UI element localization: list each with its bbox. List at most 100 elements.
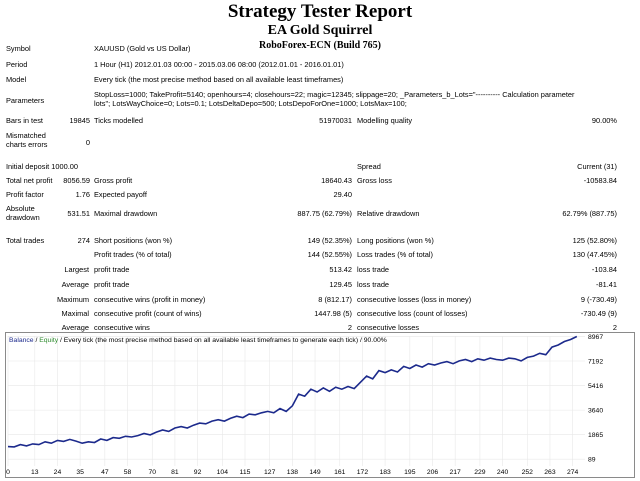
x-tick-label: 217: [450, 469, 462, 476]
x-tick-label: 195: [404, 469, 416, 476]
average-profit-value: 129.45: [329, 280, 352, 289]
x-tick-label: 161: [334, 469, 346, 476]
y-axis-ticks: 89 1865 3640 5416 7192 8967: [588, 334, 603, 464]
absolute-drawdown-label-1: Absolute: [6, 204, 35, 213]
initial-deposit-value: 1000.00: [51, 162, 78, 171]
x-tick-label: 183: [379, 469, 391, 476]
y-tick-label: 89: [588, 457, 596, 464]
period-value: 1 Hour (H1) 2012.01.03 00:00 - 2015.03.0…: [94, 60, 344, 69]
legend-separator: /: [34, 337, 40, 344]
x-tick-label: 92: [194, 469, 202, 476]
x-tick-label: 263: [544, 469, 556, 476]
x-tick-label: 115: [240, 469, 251, 476]
spread-label: Spread: [357, 162, 381, 171]
balance-chart: 0 13 24 35 47 58 70 81 92 104 115 127 138 149 161 172 18…: [5, 332, 635, 478]
symbol-value: XAUUSD (Gold vs US Dollar): [94, 44, 191, 53]
report-header: Strategy Tester Report EA Gold Squirrel …: [0, 1, 640, 52]
y-tick-label: 8967: [588, 334, 603, 341]
absolute-drawdown-label-2: drawdown: [6, 213, 40, 222]
chart-legend: Balance / Equity / Every tick (the most …: [9, 337, 387, 344]
x-tick-label: 138: [287, 469, 299, 476]
x-tick-label: 206: [427, 469, 439, 476]
short-positions-value: 149 (52.35%): [307, 236, 352, 245]
expert-name: EA Gold Squirrel: [267, 23, 373, 38]
x-tick-label: 172: [357, 469, 369, 476]
relative-drawdown-value: 62.79% (887.75): [562, 209, 617, 218]
largest-loss-value: -103.84: [591, 265, 617, 274]
legend-description: / Every tick (the most precise method ba…: [58, 337, 387, 344]
profit-factor-value: 1.76: [75, 190, 90, 199]
y-tick-label: 7192: [588, 359, 603, 366]
maximal-consec-loss-label: consecutive loss (count of losses): [357, 309, 468, 318]
total-trades-label: Total trades: [6, 236, 45, 245]
long-positions-label: Long positions (won %): [357, 236, 434, 245]
x-tick-label: 104: [217, 469, 229, 476]
period-label: Period: [6, 60, 28, 69]
x-tick-label: 240: [497, 469, 509, 476]
bars-in-test-value: 19845: [69, 116, 90, 125]
maximal-drawdown-label: Maximal drawdown: [94, 209, 158, 218]
legend-balance: Balance: [9, 337, 34, 344]
y-tick-label: 3640: [588, 408, 603, 415]
x-tick-label: 81: [171, 469, 179, 476]
spread-value: Current (31): [577, 162, 617, 171]
maximal-consec-profit-label: consecutive profit (count of wins): [94, 309, 202, 318]
mismatched-value: 0: [85, 138, 90, 147]
long-positions-value: 125 (52.80%): [572, 236, 617, 245]
average-loss-label: loss trade: [357, 280, 390, 289]
symbol-label: Symbol: [6, 44, 31, 53]
initial-deposit-label: Initial deposit: [6, 162, 50, 171]
x-tick-label: 47: [101, 469, 109, 476]
avg-consec-losses-value: 2: [612, 323, 617, 332]
average2-label: Average: [61, 323, 89, 332]
relative-drawdown-label: Relative drawdown: [357, 209, 420, 218]
x-tick-label: 252: [522, 469, 534, 476]
average-profit-label: profit trade: [94, 280, 130, 289]
max-consec-losses-value: 9 (-730.49): [580, 295, 617, 304]
balance-line: [7, 335, 578, 448]
model-value: Every tick (the most precise method base…: [94, 75, 344, 84]
total-net-profit-value: 8056.59: [63, 176, 90, 185]
bars-in-test-label: Bars in test: [6, 116, 43, 125]
parameters-label: Parameters: [6, 96, 45, 105]
model-label: Model: [6, 75, 27, 84]
maximal-drawdown-value: 887.75 (62.79%): [297, 209, 352, 218]
legend-equity: Equity: [39, 337, 58, 344]
profit-trades-label: Profit trades (% of total): [94, 250, 172, 259]
parameters-line-1: StopLoss=1000; TakeProfit=5140; openhour…: [94, 90, 575, 99]
max-consec-losses-label: consecutive losses (loss in money): [357, 295, 472, 304]
modelling-quality-value: 90.00%: [591, 116, 617, 125]
largest-loss-label: loss trade: [357, 265, 390, 274]
gross-loss-label: Gross loss: [357, 176, 392, 185]
x-tick-label: 274: [567, 469, 579, 476]
largest-profit-value: 513.42: [329, 265, 352, 274]
x-tick-label: 149: [309, 469, 321, 476]
modelling-quality-label: Modelling quality: [357, 116, 413, 125]
mismatched-label-1: Mismatched: [6, 131, 46, 140]
loss-trades-value: 130 (47.45%): [572, 250, 617, 259]
x-tick-label: 0: [6, 469, 10, 476]
profit-factor-label: Profit factor: [6, 190, 44, 199]
maximum-label: Maximum: [56, 295, 89, 304]
server-build: RoboForex-ECN (Build 765): [258, 40, 382, 51]
gross-profit-value: 18640.43: [321, 176, 352, 185]
x-tick-label: 35: [76, 469, 84, 476]
max-consec-wins-label: consecutive wins (profit in money): [94, 295, 206, 304]
chart-border: [5, 332, 635, 478]
max-consec-wins-value: 8 (812.17): [318, 295, 352, 304]
x-axis-ticks: 0 13 24 35 47 58 70 81 92 104 115 127 138 149 161 172 18…: [6, 469, 578, 476]
mismatched-label-2: charts errors: [6, 140, 48, 149]
avg-consec-wins-label: consecutive wins: [94, 323, 150, 332]
expected-payoff-label: Expected payoff: [94, 190, 147, 199]
x-tick-label: 13: [31, 469, 39, 476]
absolute-drawdown-value: 531.51: [67, 209, 90, 218]
gross-profit-label: Gross profit: [94, 176, 133, 185]
maximal-label: Maximal: [61, 309, 89, 318]
x-tick-label: 70: [148, 469, 156, 476]
avg-consec-losses-label: consecutive losses: [357, 323, 420, 332]
ticks-modelled-label: Ticks modelled: [94, 116, 144, 125]
ticks-modelled-value: 51970031: [319, 116, 352, 125]
parameters-line-2: lots"; LotsWayChoice=0; Lots=0.1; LotsDe…: [94, 99, 407, 108]
largest-label: Largest: [64, 265, 89, 274]
avg-consec-wins-value: 2: [347, 323, 352, 332]
